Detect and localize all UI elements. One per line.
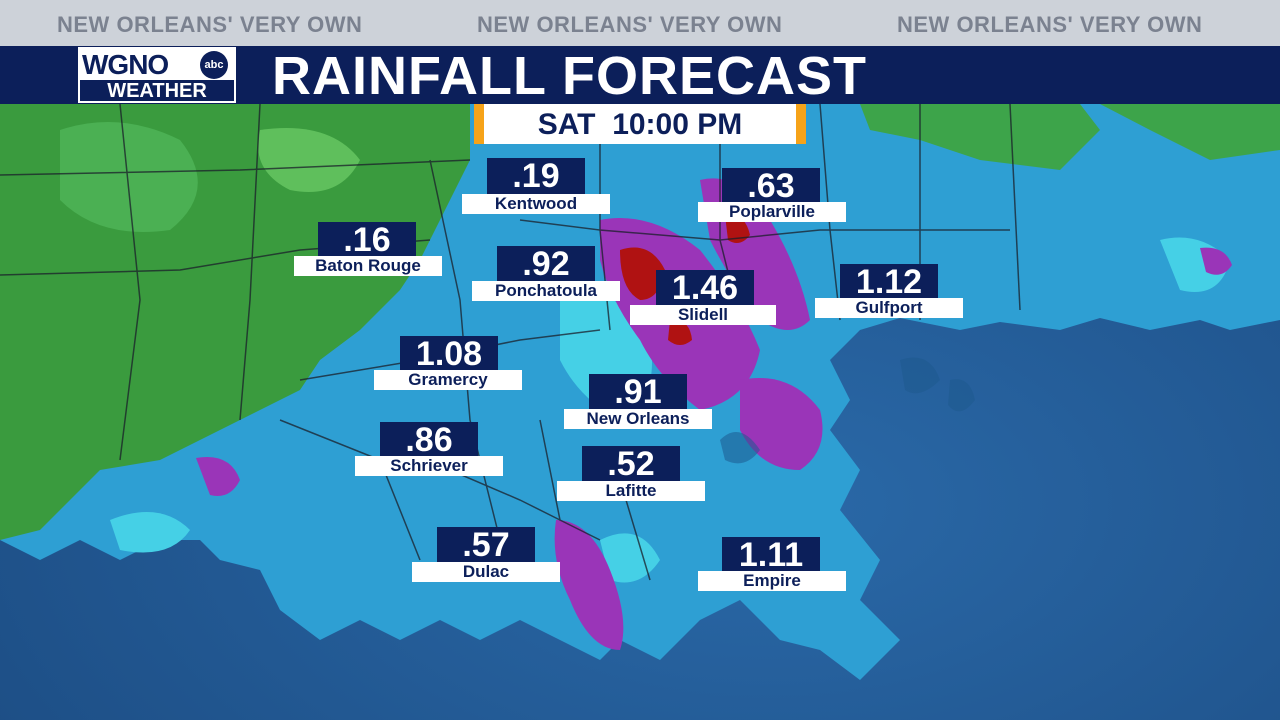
time-clock: 10:00 PM	[612, 108, 743, 141]
rain-light-patch	[110, 512, 190, 553]
abc-logo-icon: abc	[200, 51, 228, 79]
station-logo: WGNO abc WEATHER	[78, 47, 236, 103]
rainfall-value: .86	[380, 422, 478, 458]
rainfall-value: 1.08	[400, 336, 498, 372]
location-name: Poplarville	[698, 202, 846, 222]
rainfall-value: .57	[437, 527, 535, 563]
location-name: Ponchatoula	[472, 281, 620, 301]
location-name: New Orleans	[564, 409, 712, 429]
land-dry-area	[60, 122, 198, 232]
rainfall-value: .63	[722, 168, 820, 204]
rain-heavy-area	[668, 319, 692, 345]
rain-moderate-area	[1200, 247, 1232, 275]
location-name: Baton Rouge	[294, 256, 442, 276]
coastline-marsh	[720, 357, 975, 464]
rainfall-value: 1.12	[840, 264, 938, 300]
rainfall-value: .92	[497, 246, 595, 282]
land-dry-area	[1100, 104, 1280, 160]
station-ticker: NEW ORLEANS' VERY OWN NEW ORLEANS' VERY …	[0, 0, 1280, 46]
rain-light-patch	[600, 533, 660, 583]
location-name: Gramercy	[374, 370, 522, 390]
page-title: RAINFALL FORECAST	[272, 46, 867, 106]
rain-moderate-area	[554, 520, 624, 650]
location-name: Slidell	[630, 305, 776, 325]
rainfall-value: 1.11	[722, 537, 820, 573]
location-name: Kentwood	[462, 194, 610, 214]
ticker-text: NEW ORLEANS' VERY OWN	[477, 12, 783, 37]
rainfall-value: .16	[318, 222, 416, 258]
location-name: Lafitte	[557, 481, 705, 501]
ticker-text: NEW ORLEANS' VERY OWN	[57, 12, 363, 37]
rainfall-value: .52	[582, 446, 680, 482]
time-text: SAT 10:00 PM	[484, 104, 796, 144]
rainfall-value: .91	[589, 374, 687, 410]
location-name: Schriever	[355, 456, 503, 476]
rain-heavy-area	[620, 247, 665, 300]
logo-subtitle: WEATHER	[80, 80, 234, 102]
rainfall-value: .19	[487, 158, 585, 194]
rain-moderate-area	[740, 378, 823, 470]
time-stamp: SAT 10:00 PM	[474, 104, 806, 144]
location-name: Empire	[698, 571, 846, 591]
rain-moderate-area	[196, 456, 240, 496]
ticker-text: NEW ORLEANS' VERY OWN	[897, 12, 1203, 37]
location-name: Dulac	[412, 562, 560, 582]
parish-boundaries	[0, 103, 1021, 581]
logo-station: WGNO	[82, 49, 169, 80]
location-name: Gulfport	[815, 298, 963, 318]
time-day: SAT	[537, 108, 596, 141]
land-dry-area	[258, 128, 360, 192]
rainfall-value: 1.46	[656, 270, 754, 306]
